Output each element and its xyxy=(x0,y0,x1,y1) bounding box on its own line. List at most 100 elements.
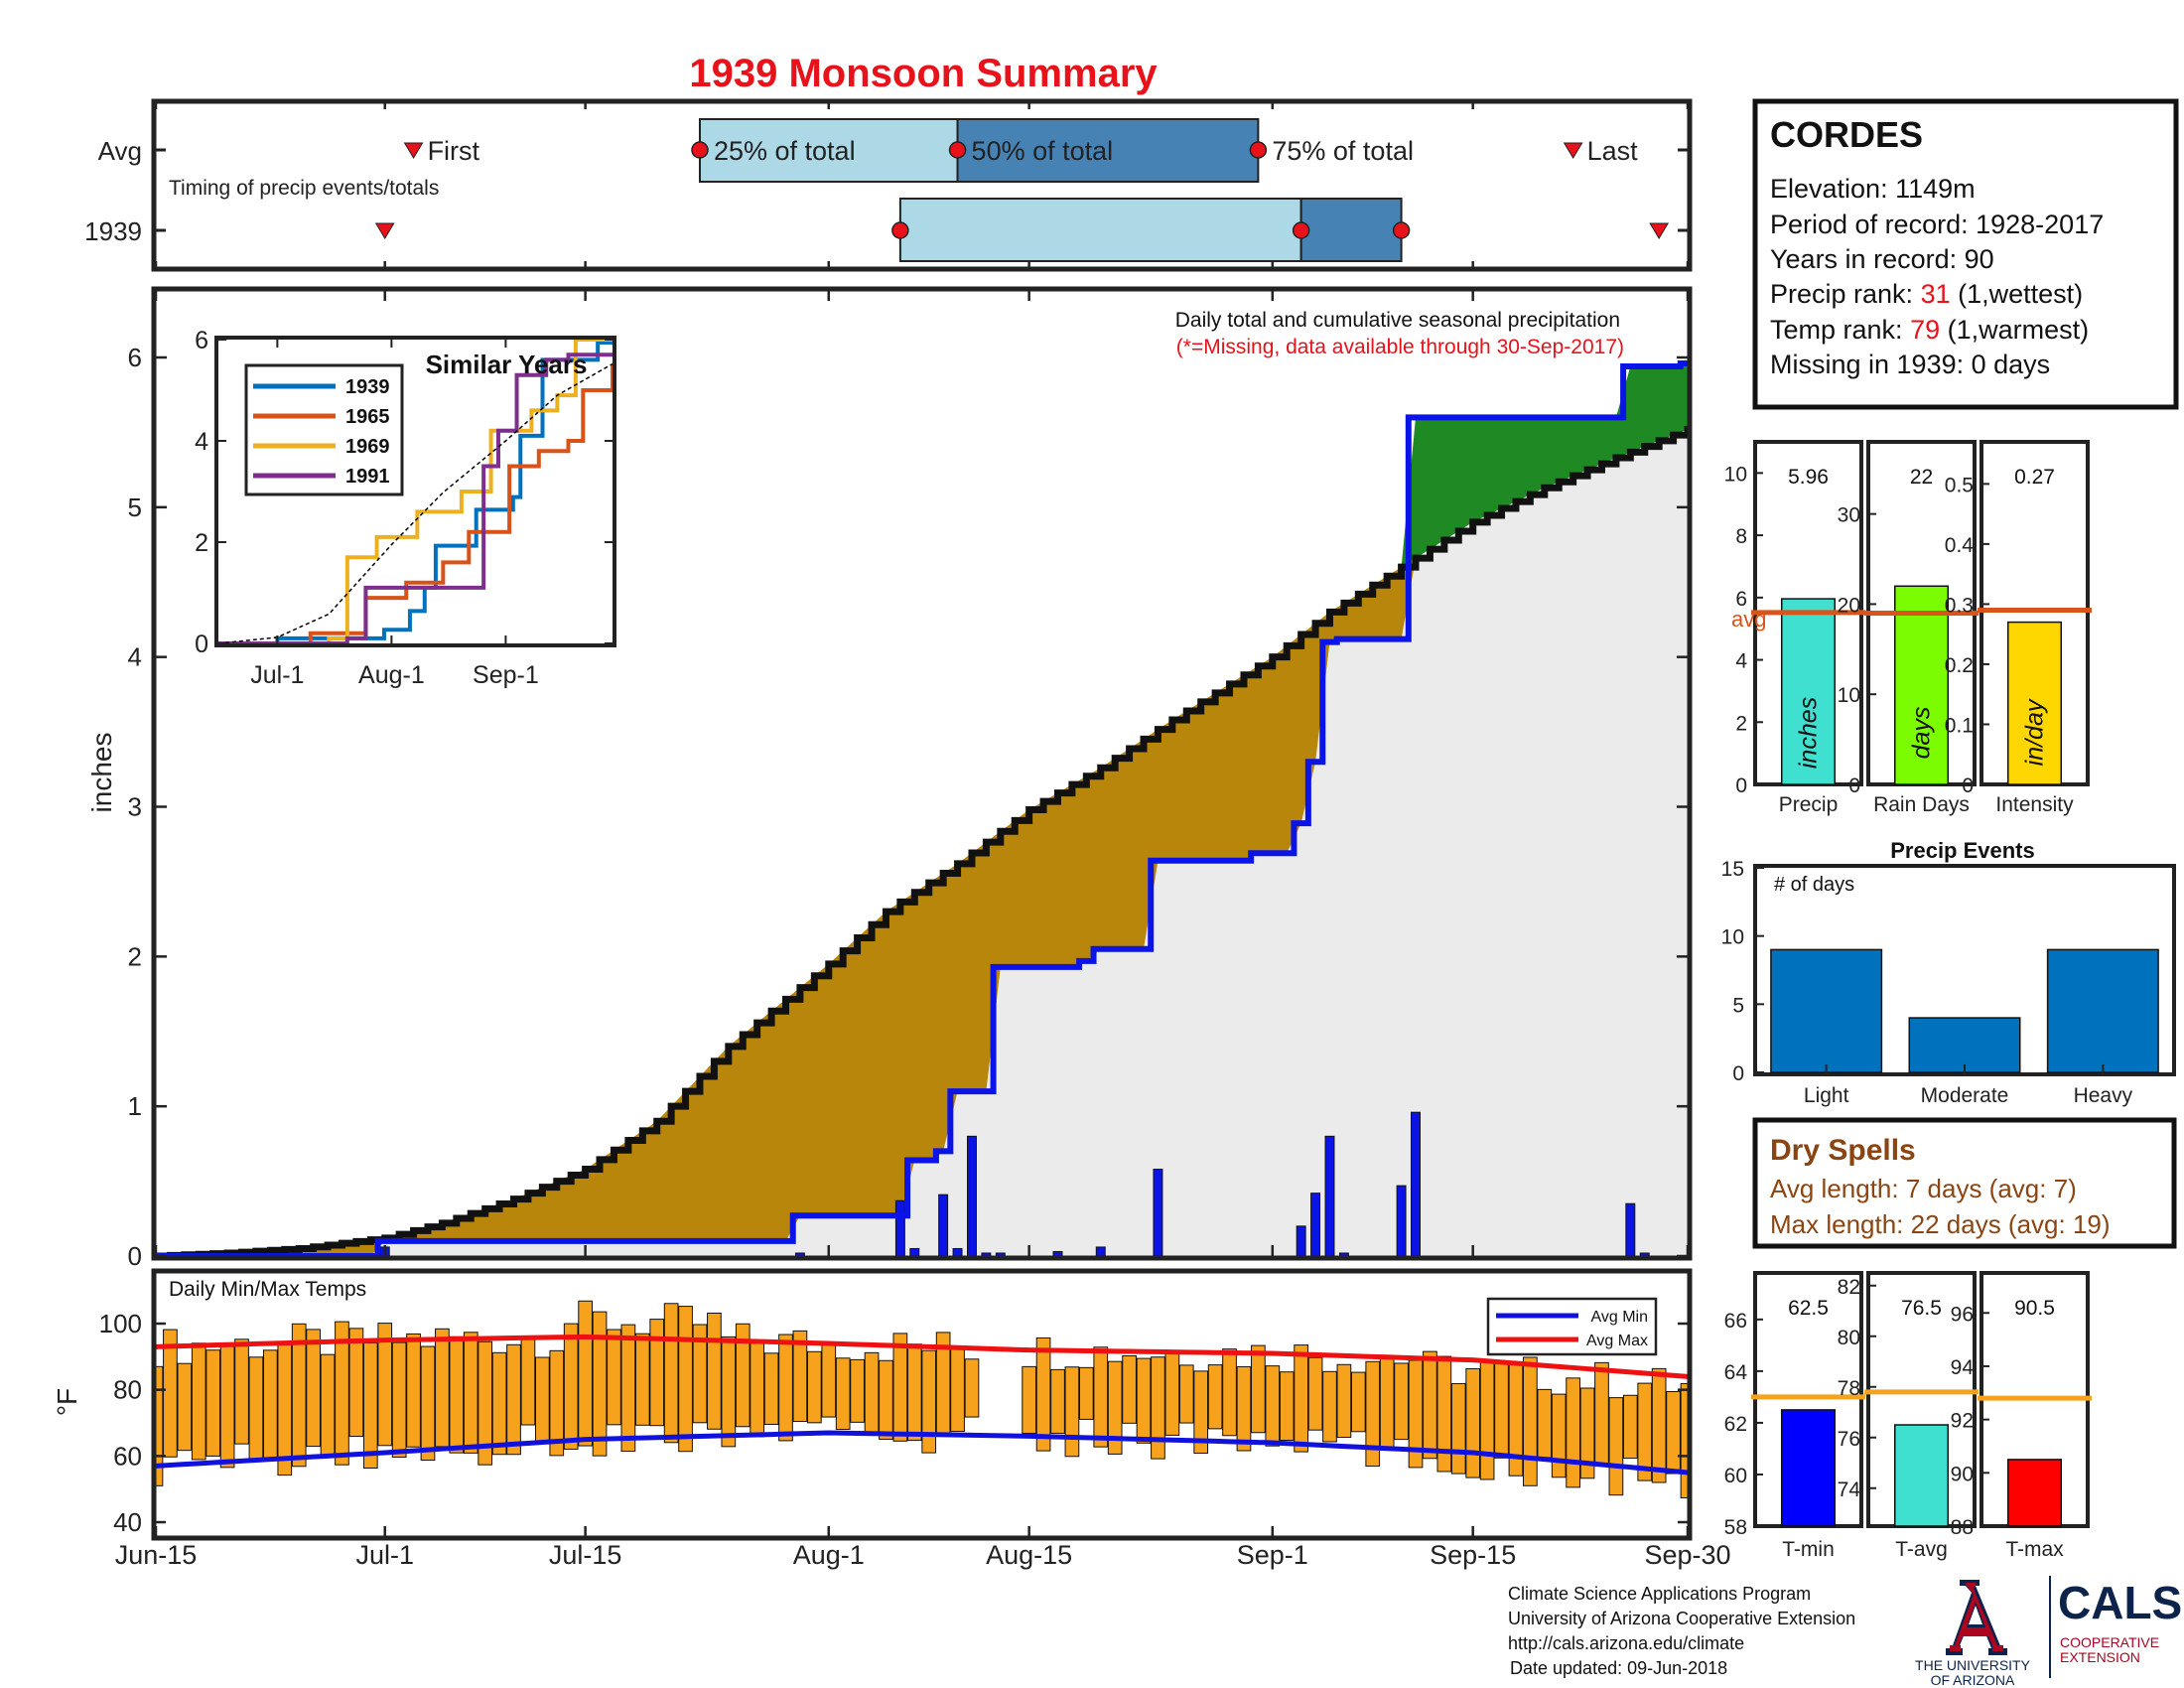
main-frame xyxy=(151,286,1693,1261)
timing-50pct-label: 50% of total xyxy=(972,136,1114,166)
temp-range-bar xyxy=(1093,1346,1109,1448)
precip-events-chart: Precip Events Light Moderate Heavy 0 5 10 15 #… xyxy=(1721,838,2176,1107)
temp-range-bar xyxy=(921,1349,937,1454)
avg-min-line xyxy=(156,1430,1689,1476)
precip-events-ylabel: # of days xyxy=(1774,874,1854,896)
timing-year-25-50-box xyxy=(898,198,1302,262)
mini-chart-bar xyxy=(1781,1409,1836,1527)
mini-chart-tick-label: 20 xyxy=(1838,594,1860,617)
temp-range-bar xyxy=(835,1357,851,1431)
main-y-tick-label: 4 xyxy=(128,642,142,672)
ua-block-a-icon xyxy=(1946,1580,2007,1655)
temp-range-bar xyxy=(463,1332,478,1454)
mini-chart-avg-label: avg xyxy=(1731,607,1766,632)
mini-chart-value: 0.27 xyxy=(2014,466,2055,489)
temp-range-bar xyxy=(435,1328,450,1448)
inset-x-tick-label: Aug-1 xyxy=(358,661,425,689)
daily-precip-bar xyxy=(952,1247,963,1256)
temp-range-bar xyxy=(1193,1370,1209,1454)
precip-events-y-tick-label: 5 xyxy=(1732,994,1744,1017)
temp-range-bar xyxy=(1222,1348,1237,1437)
precip-events-y-tick-label: 15 xyxy=(1721,858,1744,881)
temp-y-axis: 40 60 80 100 xyxy=(99,1309,1690,1537)
temp-range-bar xyxy=(1078,1366,1094,1420)
temp-range-bar xyxy=(1122,1355,1137,1424)
temp-range-bar xyxy=(620,1324,636,1453)
inset-y-tick-label: 4 xyxy=(195,428,208,456)
inset-legend-label: 1965 xyxy=(345,406,390,428)
legend-avg-max-label: Avg Max xyxy=(1586,1333,1648,1349)
dry-spells-box: Dry Spells Avg length: 7 days (avg: 7) M… xyxy=(1752,1117,2177,1249)
station-period: Period of record: 1928-2017 xyxy=(1770,210,2104,239)
temp-range-bar xyxy=(735,1323,751,1428)
footer-credits: Climate Science Applications Program Uni… xyxy=(1508,1584,1855,1678)
mini-chart-tick-label: 76 xyxy=(1838,1428,1860,1451)
mini-chart-t-max: 88 90 92 94 96 90.5 T-max xyxy=(1951,1271,2092,1561)
mini-chart-tick-label: 82 xyxy=(1838,1276,1860,1299)
temp-range-bar xyxy=(234,1338,249,1445)
inset-series-1991 xyxy=(218,352,613,643)
timing-year-50-75-box xyxy=(1299,198,1403,262)
mini-chart-unit: in/day xyxy=(2021,698,2049,766)
timing-year-first-marker xyxy=(374,222,395,239)
x-tick-label: Aug-1 xyxy=(793,1540,865,1570)
inset-legend-label: 1939 xyxy=(345,376,390,398)
mini-chart-intensity: 0 0.1 0.2 0.3 0.4 0.5 0.27 in/day Intensity xyxy=(1945,440,2092,816)
temp-range-bar xyxy=(821,1341,837,1418)
inset-avg-line xyxy=(218,362,613,643)
inset-title: Similar Years xyxy=(426,350,588,379)
avg-max-line xyxy=(156,1334,1689,1379)
footer-line-4: Date updated: 09-Jun-2018 xyxy=(1510,1658,1727,1678)
timing-last-label: Last xyxy=(1587,136,1639,166)
temp-range-bar xyxy=(850,1358,865,1423)
mini-chart-tick-label: 0.2 xyxy=(1945,654,1974,677)
temp-rank-value: 79 xyxy=(1910,315,1940,345)
mini-chart-tick-label: 62 xyxy=(1724,1413,1747,1436)
temp-range-bar xyxy=(1365,1360,1381,1468)
temp-range-bar xyxy=(1207,1364,1223,1430)
temp-range-bar xyxy=(1551,1393,1567,1478)
temp-range-bar xyxy=(649,1319,665,1427)
temp-range-bar xyxy=(219,1345,235,1469)
inset-y-tick-label: 6 xyxy=(195,327,208,354)
cals-logo: CALS COOPERATIVE EXTENSION xyxy=(2058,1577,2182,1665)
mini-chart-tick-label: 0.5 xyxy=(1945,474,1974,496)
temp-range-bar xyxy=(578,1300,593,1447)
timing-year-50pct-marker xyxy=(1292,221,1310,239)
temp-range-bar xyxy=(1494,1360,1509,1459)
daily-precip-bar xyxy=(1052,1250,1063,1256)
precip-rank-value: 31 xyxy=(1921,279,1951,309)
mini-chart-value: 62.5 xyxy=(1788,1297,1829,1320)
mini-chart-category: Intensity xyxy=(1995,793,2074,816)
inset-series-1969 xyxy=(218,340,613,643)
temp-range-bar xyxy=(1566,1377,1580,1488)
temp-range-bar xyxy=(678,1306,693,1453)
mini-chart-tick-label: 88 xyxy=(1951,1516,1974,1539)
temp-legend: Avg Min Avg Max xyxy=(1486,1297,1658,1356)
temp-range-bar xyxy=(1450,1383,1466,1475)
timing-row-year-label: 1939 xyxy=(84,216,142,246)
temp-range-bar xyxy=(1265,1365,1281,1447)
temp-range-bar xyxy=(549,1349,565,1457)
timing-year-75pct-marker xyxy=(1392,221,1411,239)
temp-range-bar xyxy=(607,1329,621,1426)
temp-range-bar xyxy=(491,1351,507,1456)
inset-lines xyxy=(218,340,613,643)
temp-range-bar xyxy=(348,1328,364,1438)
temp-range-bar xyxy=(864,1351,880,1436)
mini-chart-tick-label: 30 xyxy=(1838,504,1860,527)
mini-chart-tick-label: 60 xyxy=(1724,1465,1747,1487)
station-elevation: Elevation: 1149m xyxy=(1770,174,1976,204)
mini-chart-category: T-avg xyxy=(1895,1538,1948,1561)
daily-precip-bar xyxy=(1310,1193,1321,1256)
temp-range-bar xyxy=(1050,1368,1065,1434)
footer-line-2: University of Arizona Cooperative Extens… xyxy=(1508,1609,1855,1628)
mini-chart-tick-label: 80 xyxy=(1838,1327,1860,1349)
inset-legend-label: 1991 xyxy=(345,466,390,488)
daily-precip-bar xyxy=(1324,1135,1335,1256)
mini-chart-bar xyxy=(1894,1424,1949,1527)
temp-range-bar xyxy=(377,1323,393,1447)
footer-line-1: Climate Science Applications Program xyxy=(1508,1584,1811,1604)
